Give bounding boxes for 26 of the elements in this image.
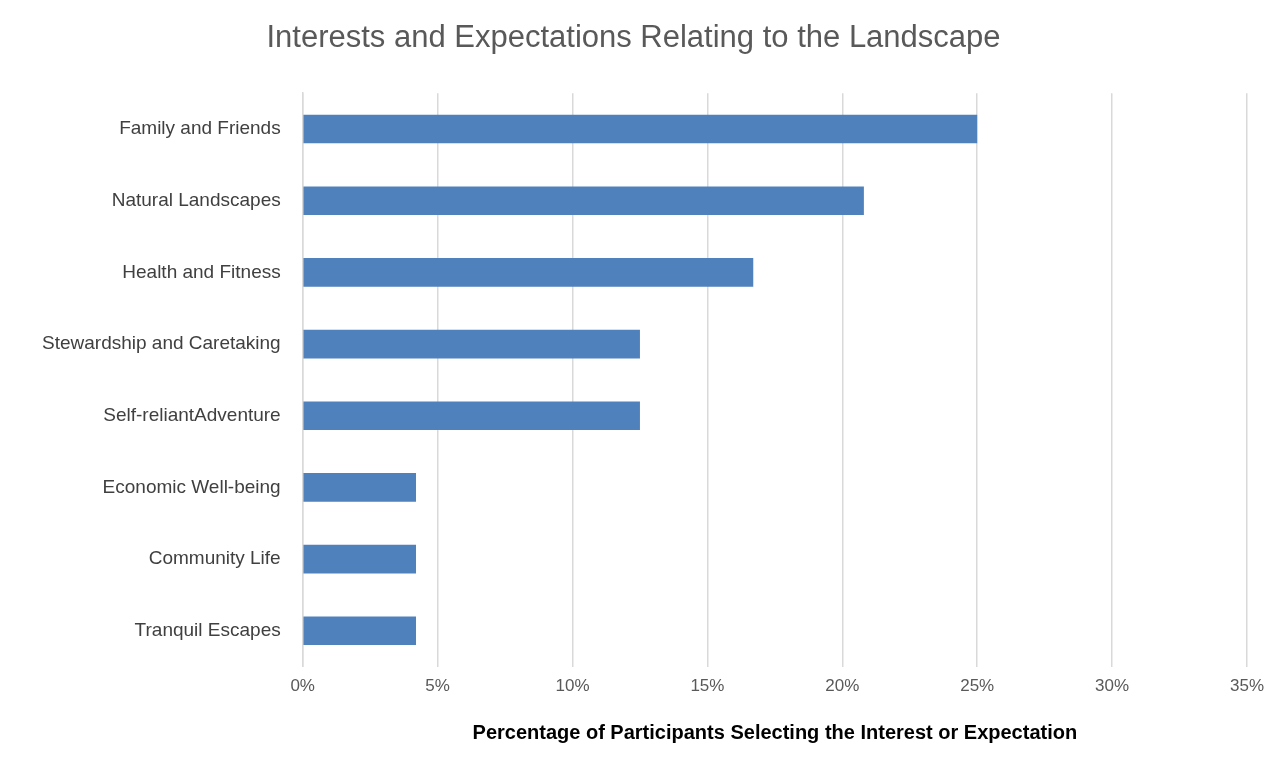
y-tick-label: Family and Friends: [119, 117, 281, 139]
x-tick-label: 30%: [1095, 676, 1130, 696]
x-tick-label: 0%: [290, 676, 315, 696]
y-tick-label: Self-reliantAdventure: [103, 403, 281, 425]
x-tick-label: 15%: [690, 676, 725, 696]
y-tick-label: Stewardship and Caretaking: [41, 332, 281, 354]
bar: [303, 544, 417, 574]
y-tick-label: Tranquil Escapes: [134, 619, 281, 640]
chart-title: Interests and Expectations Relating to the Landscape: [266, 19, 1001, 55]
x-tick-label: 20%: [825, 676, 860, 696]
bar: [303, 186, 864, 216]
y-tick-label: Natural Landscapes: [111, 188, 281, 210]
bar: [303, 401, 640, 431]
bar: [303, 114, 978, 144]
x-tick-label: 25%: [960, 676, 995, 696]
y-tick-label: Health and Fitness: [122, 260, 281, 282]
x-tick-label: 5%: [425, 676, 450, 696]
bar: [303, 473, 417, 502]
bar: [303, 258, 754, 287]
x-tick-label: 35%: [1229, 676, 1265, 696]
y-tick-label: Economic Well-being: [102, 475, 281, 497]
x-axis-title: Percentage of Participants Selecting the Interest or Expectation: [472, 720, 1078, 743]
bar: [303, 329, 640, 359]
y-tick-label: Community Life: [148, 547, 281, 569]
x-tick-label: 10%: [555, 676, 590, 696]
bar: [303, 616, 417, 646]
